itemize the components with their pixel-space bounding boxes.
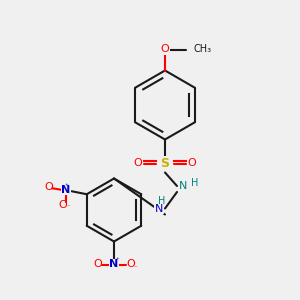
Text: N: N bbox=[179, 181, 187, 191]
Text: O: O bbox=[45, 182, 54, 192]
Text: ⁻: ⁻ bbox=[67, 205, 70, 211]
Text: CH₃: CH₃ bbox=[194, 44, 211, 55]
Text: ⁺: ⁺ bbox=[116, 258, 119, 264]
Text: O: O bbox=[93, 259, 102, 269]
Text: S: S bbox=[160, 157, 169, 170]
Text: ⁻: ⁻ bbox=[133, 266, 137, 272]
Text: H: H bbox=[191, 178, 199, 188]
Text: ⁺: ⁺ bbox=[64, 184, 68, 190]
Text: N: N bbox=[110, 259, 118, 269]
Text: H: H bbox=[158, 196, 166, 206]
Text: N: N bbox=[61, 185, 70, 195]
Text: O: O bbox=[160, 44, 169, 55]
Text: O: O bbox=[126, 259, 135, 269]
Text: O: O bbox=[188, 158, 196, 169]
Text: N: N bbox=[155, 203, 163, 214]
Text: O: O bbox=[58, 200, 67, 210]
Text: O: O bbox=[134, 158, 142, 169]
